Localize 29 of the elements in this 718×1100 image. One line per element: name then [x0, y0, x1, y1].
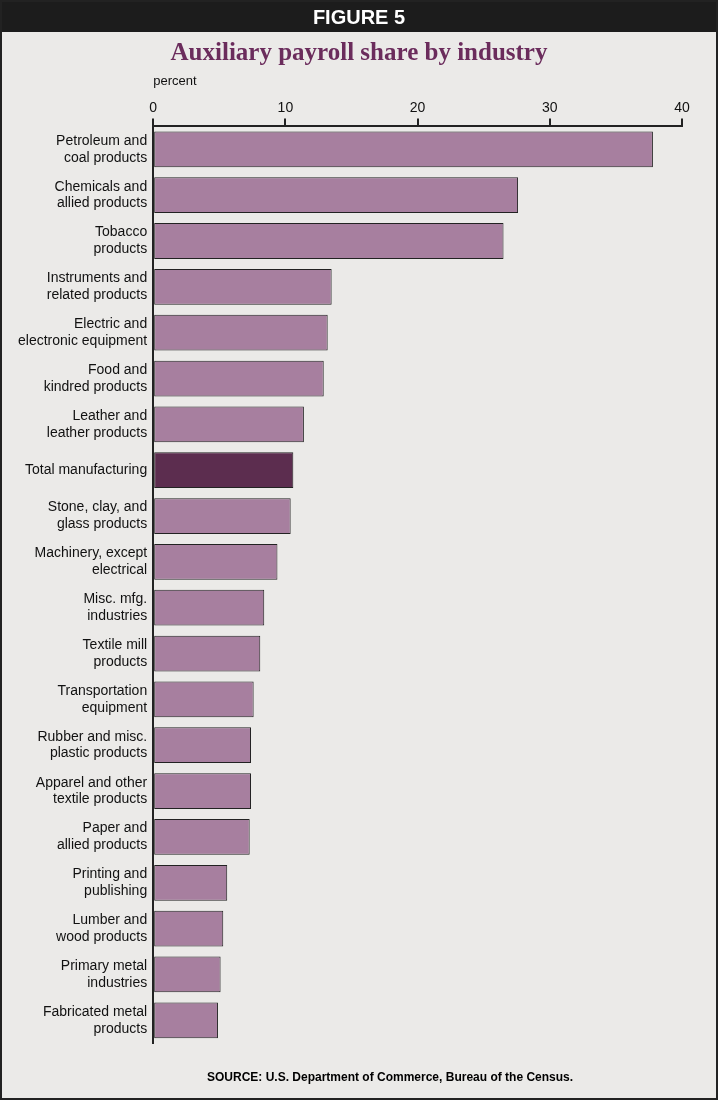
y-tick-label: Total manufacturing: [25, 461, 148, 478]
y-tick-label: Tobacco products: [93, 223, 148, 257]
x-tick-label: 40: [674, 98, 690, 115]
y-tick-label: Rubber and misc. plastic products: [37, 727, 148, 761]
x-tick-label: 30: [542, 98, 558, 115]
y-tick-label: Fabricated metal products: [42, 1002, 148, 1036]
y-tick-label: Lumber and wood products: [55, 911, 148, 944]
y-tick-label: Food and kindred products: [43, 360, 148, 394]
source-note: SOURCE: U.S. Department of Commerce, Bureau of the Census.: [207, 1070, 574, 1084]
chart-title: Auxiliary payroll share by industry: [169, 38, 549, 66]
y-tick-label: Machinery, except electrical: [34, 544, 148, 578]
y-tick-label: Primary metal industries: [60, 956, 148, 990]
y-tick-label: Leather and leather products: [46, 406, 148, 440]
y-tick-label: Instruments and related products: [46, 269, 148, 303]
y-tick-label: Apparel and other textile products: [35, 773, 148, 807]
y-tick-label: Transportation equipment: [57, 681, 148, 715]
x-tick-label: 10: [277, 98, 294, 115]
y-tick-label: Misc. mfg. industries: [83, 590, 148, 623]
y-tick-label: Petroleum and coal products: [56, 131, 148, 165]
y-tick-label: Printing and publishing: [72, 865, 148, 899]
y-tick-label: Paper and allied products: [56, 819, 148, 853]
y-tick-label: Stone, clay, and glass products: [47, 498, 148, 532]
x-axis-title: percent: [153, 73, 197, 89]
y-tick-label: Chemicals and allied products: [54, 177, 148, 211]
caption: FIGURE 5: [2, 2, 716, 32]
y-tick-label: Electric and electronic equipment: [18, 315, 148, 348]
x-tick-label: 0: [149, 98, 158, 115]
x-tick-label: 20: [409, 98, 426, 115]
y-tick-label: Textile mill products: [82, 636, 148, 669]
